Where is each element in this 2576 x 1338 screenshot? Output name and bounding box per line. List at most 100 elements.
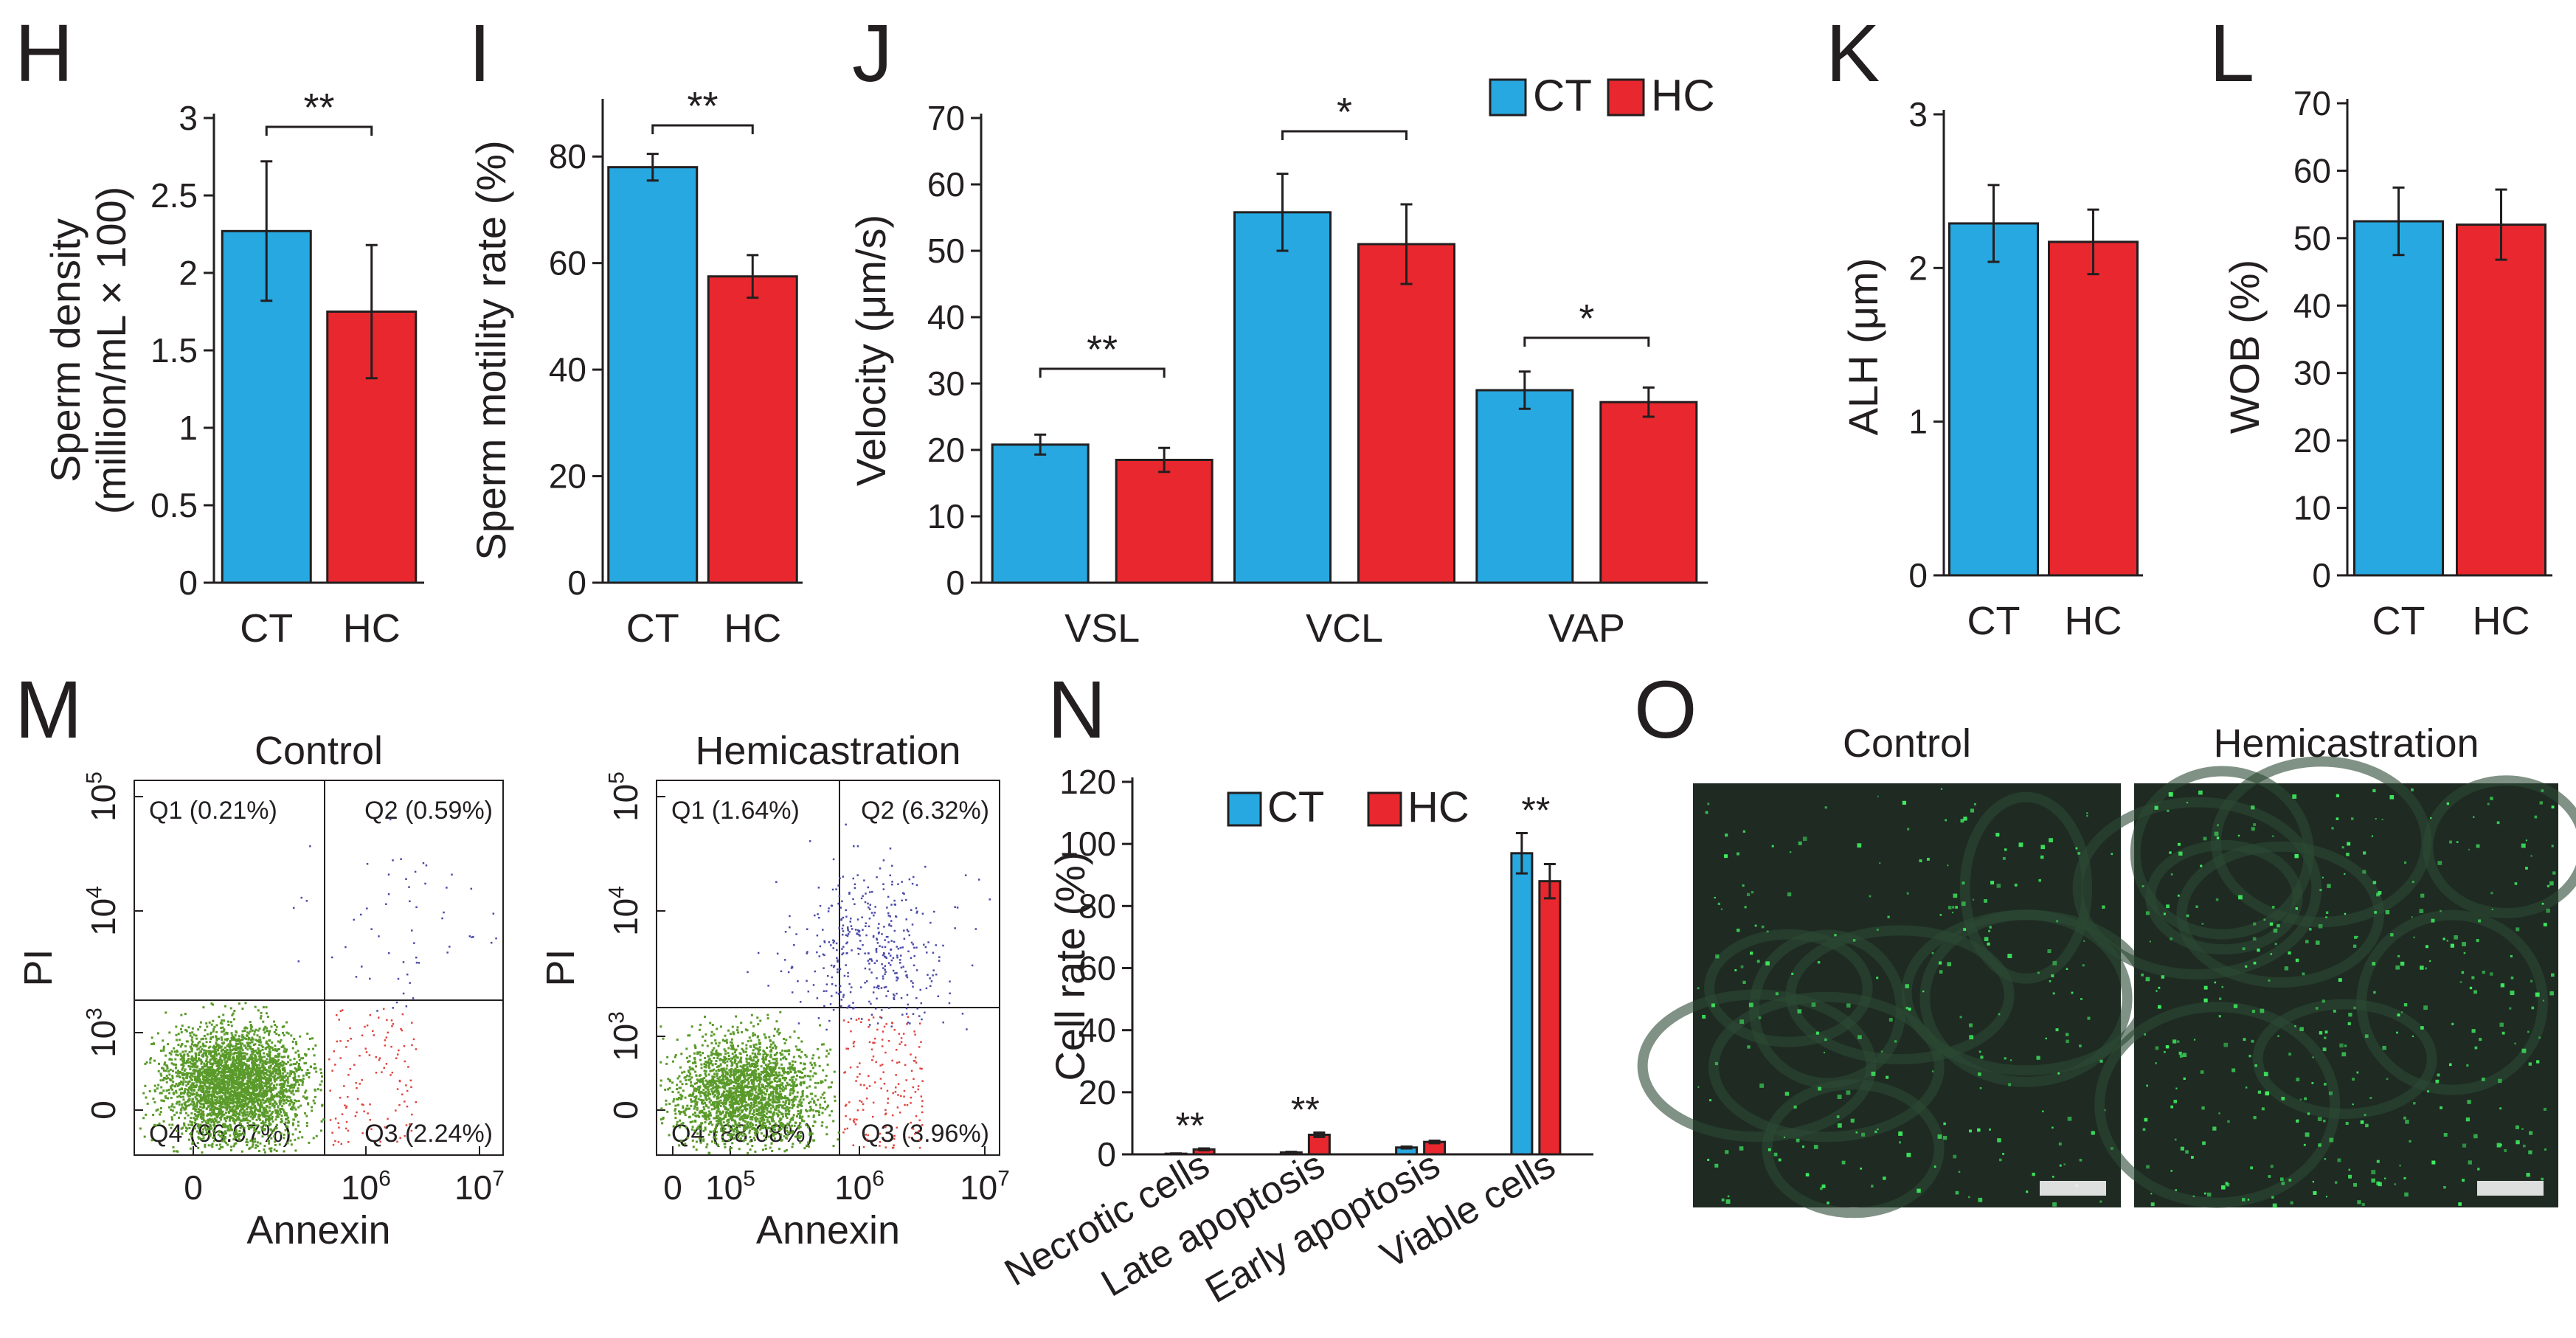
scatter-point xyxy=(246,1113,249,1116)
scatter-point xyxy=(202,1134,205,1137)
scatter-point-late-apoptotic xyxy=(297,960,300,963)
scatter-point xyxy=(721,1074,724,1077)
y-tick-label: 0 xyxy=(84,1100,122,1120)
scatter-point xyxy=(789,1094,792,1097)
scatter-point xyxy=(207,1050,210,1053)
x-tick-label-exp: 6 xyxy=(378,1167,391,1191)
y-tick-label: 1 xyxy=(179,409,198,447)
scatter-point xyxy=(294,1041,297,1044)
y-tick-label: 2.5 xyxy=(150,176,198,215)
scatter-point xyxy=(263,1115,266,1118)
scatter-point xyxy=(280,1118,283,1121)
scatter-point xyxy=(250,1050,253,1053)
scatter-point xyxy=(291,1071,294,1074)
scatter-point xyxy=(260,1126,263,1129)
scatter-point xyxy=(706,1143,709,1146)
scatter-point xyxy=(199,1105,202,1108)
scatter-point xyxy=(283,1047,286,1050)
x-tick-label-base: 10 xyxy=(834,1168,872,1207)
scatter-point xyxy=(729,1072,732,1075)
scatter-point xyxy=(265,1040,268,1043)
scatter-point xyxy=(227,1056,230,1058)
scatter-point xyxy=(213,1086,216,1089)
scatter-point xyxy=(232,1081,235,1084)
scatter-point xyxy=(249,1081,252,1084)
scatter-point xyxy=(253,1073,256,1076)
scatter-point xyxy=(724,1040,727,1043)
scatter-point xyxy=(184,1068,187,1071)
scatter-point xyxy=(237,1072,240,1075)
scatter-point xyxy=(185,1060,188,1063)
scatter-point-early-apoptotic xyxy=(373,1034,375,1036)
scatter-point xyxy=(792,1098,795,1100)
scatter-point xyxy=(171,1103,174,1106)
scatter-point xyxy=(204,1044,207,1047)
scatter-point xyxy=(767,1105,770,1108)
scatter-point xyxy=(221,1115,224,1117)
scatter-point xyxy=(245,1053,248,1056)
scatter-point xyxy=(212,1123,215,1126)
scatter-point xyxy=(285,1088,288,1091)
scatter-point xyxy=(172,1070,175,1072)
scatter-point xyxy=(215,1078,218,1081)
scatter-point xyxy=(236,1103,239,1106)
scatter-point xyxy=(713,1104,716,1107)
scatter-point xyxy=(273,1075,276,1078)
scatter-point xyxy=(256,1078,259,1081)
scatter-point xyxy=(240,1091,243,1094)
scatter-point xyxy=(311,1109,314,1112)
scatter-point xyxy=(162,1069,165,1072)
scatter-point xyxy=(233,1109,236,1112)
scatter-point xyxy=(677,1098,680,1100)
scatter-point xyxy=(743,1114,746,1117)
scatter-point xyxy=(282,1061,285,1064)
scatter-point xyxy=(305,1061,308,1064)
scatter-point xyxy=(202,1045,205,1048)
scatter-point xyxy=(705,1118,708,1121)
scatter-point xyxy=(175,1083,178,1086)
scatter-point xyxy=(230,1145,233,1148)
scatter-point xyxy=(209,1107,212,1110)
scatter-point xyxy=(243,1099,246,1102)
scatter-point xyxy=(252,1088,255,1091)
scatter-point xyxy=(269,1147,271,1150)
scatter-point xyxy=(199,1097,202,1100)
scatter-point xyxy=(720,1127,723,1130)
scatter-point xyxy=(230,1064,233,1067)
scatter-point xyxy=(175,1071,178,1074)
scatter-point xyxy=(285,1117,288,1120)
scatter-point xyxy=(178,1116,181,1119)
scatter-point xyxy=(194,1061,197,1064)
scatter-point xyxy=(810,1064,813,1067)
scatter-point xyxy=(679,1093,682,1096)
scatter-point xyxy=(226,1048,229,1051)
scatter-point xyxy=(236,1134,239,1137)
scatter-point xyxy=(195,1037,198,1040)
scatter-point xyxy=(785,1039,788,1041)
scatter-point xyxy=(260,1056,263,1059)
scatter-point xyxy=(744,1103,747,1106)
scatter-point xyxy=(240,1052,243,1055)
scatter-point-early-apoptotic xyxy=(338,1126,340,1129)
scatter-point xyxy=(260,1011,263,1014)
scatter-point xyxy=(251,1064,254,1067)
scatter-point xyxy=(794,1078,797,1081)
scatter-point-early-apoptotic xyxy=(395,1057,398,1059)
scatter-point-early-apoptotic xyxy=(387,1031,389,1034)
bar-ct-vsl xyxy=(991,443,1090,584)
scatter-point xyxy=(215,1113,218,1116)
scatter-point xyxy=(251,1029,254,1032)
scatter-point-early-apoptotic xyxy=(331,1070,333,1072)
scatter-point-early-apoptotic xyxy=(409,1123,411,1126)
scatter-point xyxy=(192,1082,195,1085)
scatter-point xyxy=(216,1078,219,1081)
scatter-point xyxy=(247,1032,250,1035)
scatter-point-late-apoptotic xyxy=(443,911,445,914)
scatter-point xyxy=(263,1101,266,1104)
scatter-point xyxy=(198,1080,201,1083)
y-tick-label-exp: 5 xyxy=(83,772,107,784)
scatter-point xyxy=(241,1125,244,1128)
scatter-point-late-apoptotic xyxy=(495,937,497,940)
scatter-point xyxy=(699,1141,702,1144)
scatter-point xyxy=(249,1056,252,1059)
